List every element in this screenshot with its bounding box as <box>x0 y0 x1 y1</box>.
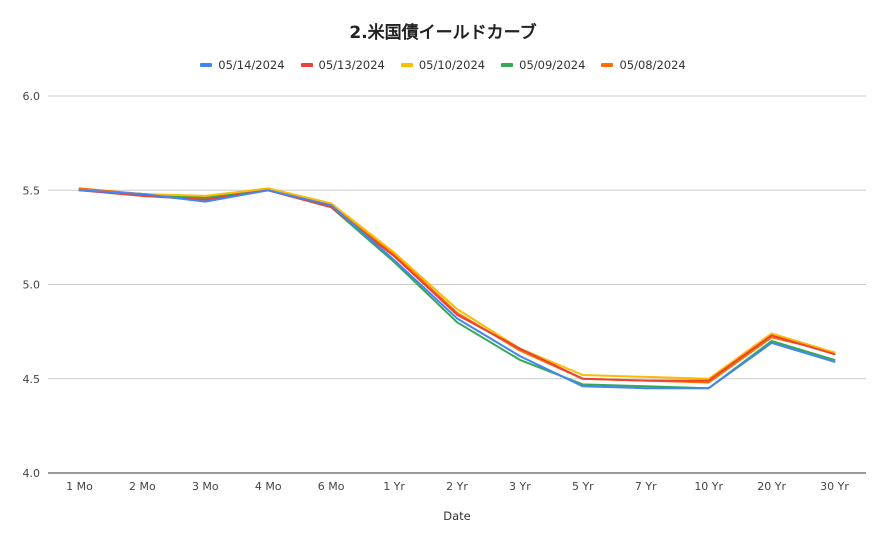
x-tick-label: 5 Yr <box>572 480 594 493</box>
x-axis-ticks: 1 Mo 2 Mo 3 Mo 4 Mo 6 Mo 1 Yr 2 Yr 3 Yr 5 Yr 7 Yr… <box>66 480 849 493</box>
legend-item[interactable]: 05/09/2024 <box>501 58 585 72</box>
x-tick-label: 10 Yr <box>694 480 723 493</box>
legend-item[interactable]: 05/14/2024 <box>200 58 285 72</box>
y-axis-ticks: 4.0 4.5 5.0 5.5 6.0 <box>23 90 41 480</box>
chart-legend: 05/14/2024 05/13/2024 05/10/2024 05/09/2024… <box>0 58 886 72</box>
legend-label: 05/08/2024 <box>619 58 686 72</box>
series-line-05-09-2024 <box>78 189 836 390</box>
legend-swatch <box>400 63 413 67</box>
legend-label: 05/09/2024 <box>519 58 586 72</box>
x-tick-label: 2 Mo <box>129 480 156 493</box>
series-lines <box>78 187 836 390</box>
x-tick-label: 6 Mo <box>318 480 345 493</box>
series-line-05-14-2024 <box>78 189 836 390</box>
x-tick-label: 2 Yr <box>446 480 468 493</box>
x-tick-label: 30 Yr <box>820 480 849 493</box>
x-tick-label: 4 Mo <box>255 480 282 493</box>
legend-item[interactable]: 05/10/2024 <box>400 58 486 72</box>
series-line-05-13-2024 <box>78 189 836 382</box>
series-line-05-10-2024 <box>78 187 836 380</box>
x-tick-label: 1 Mo <box>66 480 93 493</box>
legend-label: 05/14/2024 <box>218 58 285 72</box>
legend-label: 05/13/2024 <box>318 58 385 72</box>
legend-swatch <box>200 63 213 67</box>
y-tick-label: 5.5 <box>23 184 41 197</box>
x-tick-label: 7 Yr <box>635 480 657 493</box>
grid-lines <box>48 95 866 474</box>
legend-item[interactable]: 05/08/2024 <box>601 58 686 72</box>
y-tick-label: 5.0 <box>23 279 41 292</box>
legend-item[interactable]: 05/13/2024 <box>300 58 385 72</box>
legend-label: 05/10/2024 <box>418 58 486 72</box>
x-tick-label: 1 Yr <box>383 480 405 493</box>
legend-swatch <box>300 63 313 67</box>
y-tick-label: 4.5 <box>23 373 41 386</box>
y-tick-label: 4.0 <box>23 467 41 480</box>
series-line-05-08-2024 <box>78 187 836 384</box>
legend-swatch <box>601 63 614 67</box>
y-tick-label: 6.0 <box>23 90 41 103</box>
x-tick-label: 3 Yr <box>509 480 531 493</box>
x-tick-label: 20 Yr <box>757 480 786 493</box>
x-axis-title: Date <box>443 509 471 523</box>
x-tick-label: 3 Mo <box>192 480 219 493</box>
chart-title: 2.米国債イールドカーブ <box>349 23 537 43</box>
legend-swatch <box>501 63 514 67</box>
